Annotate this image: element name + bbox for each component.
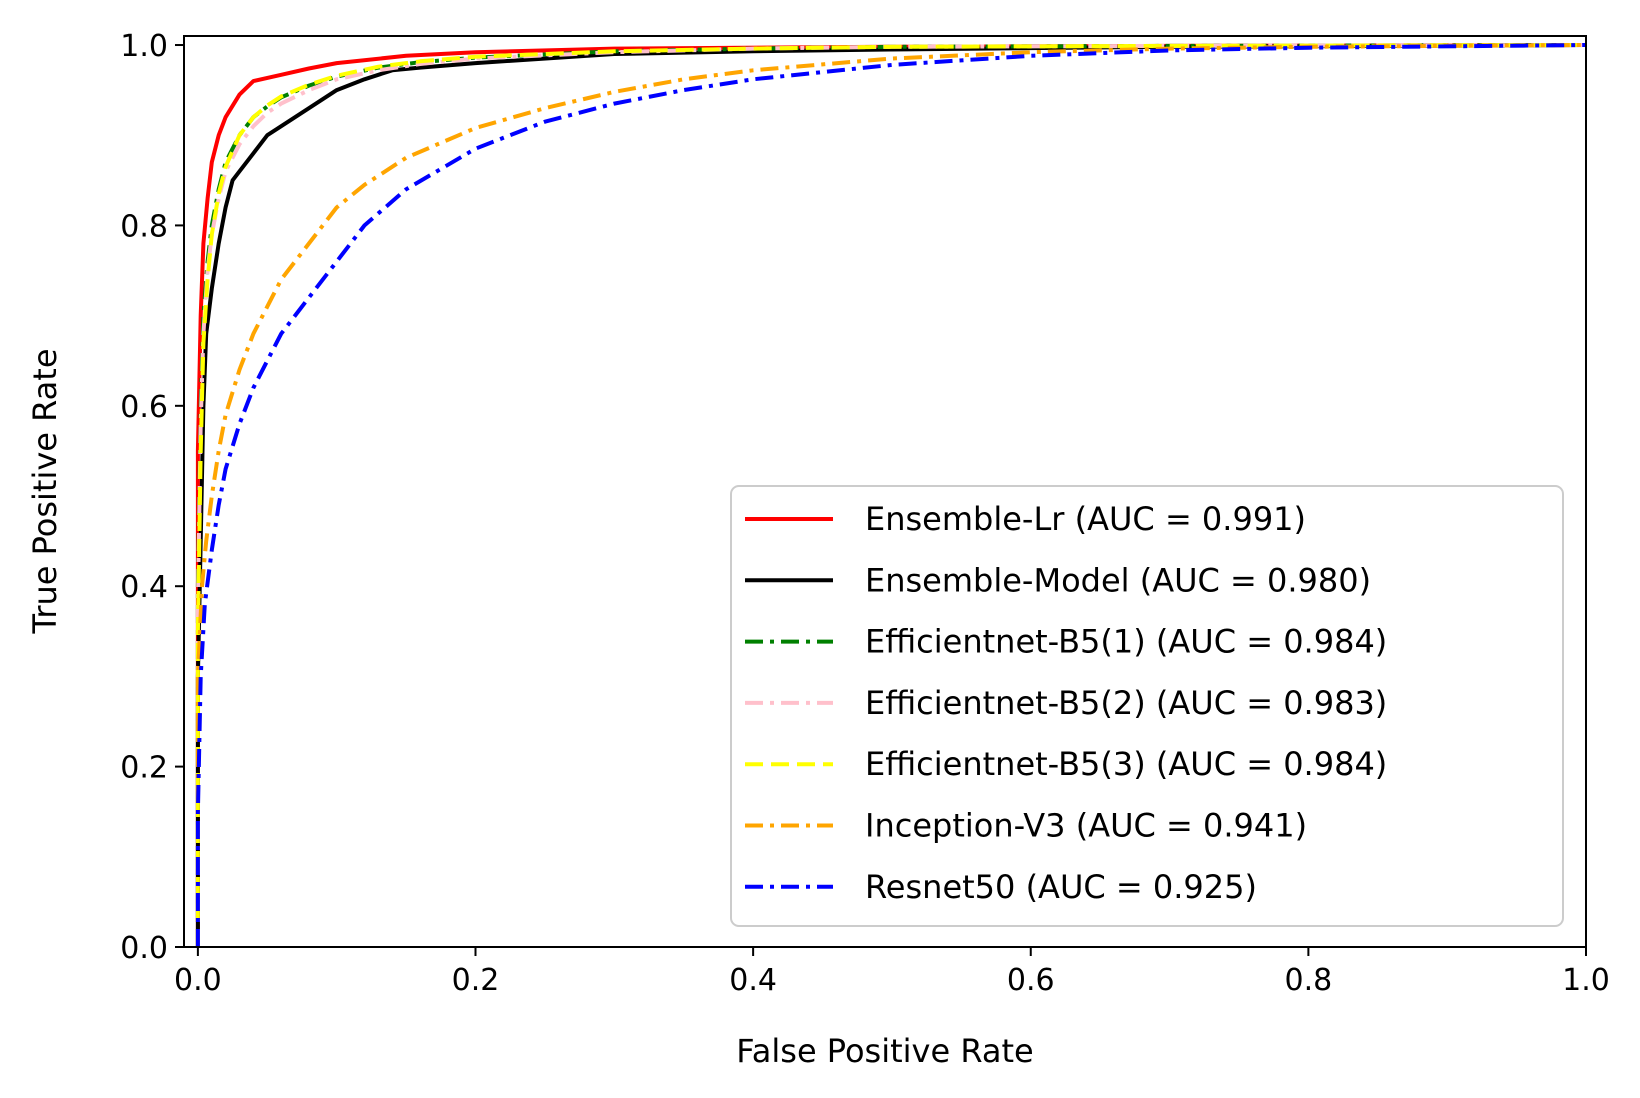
legend-label-6: Resnet50 (AUC = 0.925) xyxy=(865,868,1257,906)
y-axis-label: True Positive Rate xyxy=(26,348,64,634)
y-tick-label: 0.2 xyxy=(120,751,168,786)
x-tick-label: 0.2 xyxy=(452,963,500,998)
x-tick-label: 0.8 xyxy=(1285,963,1333,998)
legend-label-0: Ensemble-Lr (AUC = 0.991) xyxy=(865,500,1306,538)
y-tick-label: 0.0 xyxy=(120,931,168,966)
x-tick-label: 0.6 xyxy=(1007,963,1055,998)
legend-label-4: Efficientnet-B5(3) (AUC = 0.984) xyxy=(865,745,1387,783)
series-line-6 xyxy=(195,43,1587,947)
y-tick-label: 0.8 xyxy=(120,209,168,244)
axes-frame xyxy=(183,35,1587,948)
y-tick-label: 0.6 xyxy=(120,390,168,425)
x-axis: 0.0 0.2 0.4 0.6 0.8 1.0 xyxy=(174,947,1610,998)
legend-entries: Ensemble-Lr (AUC = 0.991) Ensemble-Model … xyxy=(745,500,1387,906)
legend: Ensemble-Lr (AUC = 0.991) Ensemble-Model … xyxy=(730,485,1564,927)
y-tick-label: 1.0 xyxy=(120,29,168,64)
series-line-5 xyxy=(195,43,1587,947)
legend-label-3: Efficientnet-B5(2) (AUC = 0.983) xyxy=(865,684,1387,722)
y-tick-label: 0.4 xyxy=(120,570,168,605)
x-tick-label: 0.4 xyxy=(729,963,777,998)
plot-area xyxy=(195,43,1587,947)
x-axis-label: False Positive Rate xyxy=(736,1032,1033,1070)
x-tick-label: 0.0 xyxy=(174,963,222,998)
series-line-4 xyxy=(195,43,1587,947)
y-axis: 0.0 0.2 0.4 0.6 0.8 1.0 xyxy=(120,29,184,966)
legend-label-1: Ensemble-Model (AUC = 0.980) xyxy=(865,561,1371,599)
series-line-0 xyxy=(195,43,1587,947)
x-tick-label: 1.0 xyxy=(1562,963,1610,998)
legend-label-5: Inception-V3 (AUC = 0.941) xyxy=(865,807,1307,845)
legend-label-2: Efficientnet-B5(1) (AUC = 0.984) xyxy=(865,623,1387,661)
legend-box xyxy=(730,485,1564,927)
